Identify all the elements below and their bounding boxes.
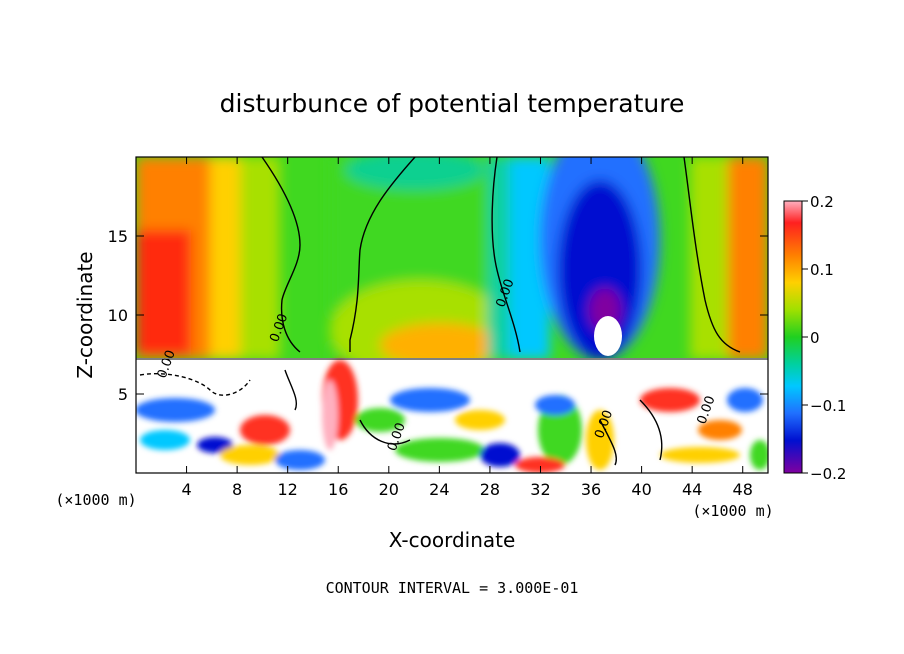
x-tick-label: 48 — [733, 480, 753, 499]
x-tick-label: 16 — [328, 480, 348, 499]
x-tick-label: 32 — [530, 480, 550, 499]
x-unit-label-right: (×1000 m) — [692, 502, 773, 520]
upper-field — [136, 157, 768, 380]
x-tick-label: 4 — [181, 480, 191, 499]
x-tick-label: 44 — [682, 480, 702, 499]
x-unit-label-left: (×1000 m) — [55, 491, 136, 509]
colorbar-ticks: 0.2 0.1 0 −0.1 −0.2 — [802, 193, 846, 483]
colorbar-tick-label: 0 — [810, 329, 820, 347]
x-tick-label: 20 — [379, 480, 399, 499]
y-tick-label: 15 — [108, 227, 128, 246]
x-tick-label: 36 — [581, 480, 601, 499]
heatmap-field: 0.000.000.000.00 0.00 0.00 — [136, 157, 768, 473]
x-tick-label: 24 — [429, 480, 449, 499]
x-tick-label: 40 — [631, 480, 651, 499]
contour-lines — [136, 157, 768, 466]
y-axis-title: Z-coordinate — [73, 251, 97, 378]
y-tick-label: 5 — [118, 385, 128, 404]
colorbar-tick-label: −0.1 — [810, 397, 846, 415]
colorbar-gradient — [783, 200, 803, 474]
colorbar-tick-label: 0.1 — [810, 261, 834, 279]
y-tick-label: 10 — [108, 306, 128, 325]
colorbar-tick-label: 0.2 — [810, 193, 834, 211]
colorbar: 0.2 0.1 0 −0.1 −0.2 — [783, 193, 846, 483]
x-axis: 4 8 12 16 20 24 28 32 36 40 44 48 — [181, 157, 753, 499]
x-tick-label: 28 — [480, 480, 500, 499]
y-axis: 5 10 15 — [108, 227, 768, 404]
x-tick-label: 8 — [232, 480, 242, 499]
x-tick-label: 12 — [278, 480, 298, 499]
contour-interval-note: CONTOUR INTERVAL = 3.000E-01 — [326, 579, 579, 597]
colorbar-tick-label: −0.2 — [810, 465, 846, 483]
x-axis-title: X-coordinate — [389, 528, 516, 552]
chart-title: disturbunce of potential temperature — [220, 89, 685, 118]
lower-field — [136, 358, 768, 473]
